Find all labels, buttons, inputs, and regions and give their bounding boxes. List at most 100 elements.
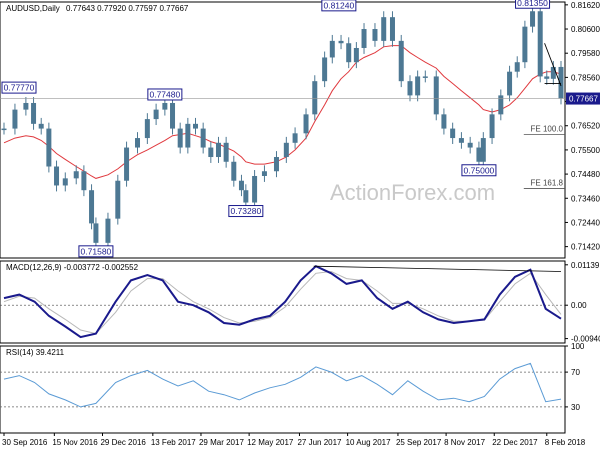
candle (558, 61, 564, 105)
candle (1, 122, 7, 135)
candle (31, 97, 37, 130)
rsi-series-line (3, 362, 562, 408)
annotation-box (515, 0, 551, 9)
y-tick-label: 0.79580 (571, 49, 600, 58)
x-tick-label: 25 Sep 2017 (396, 438, 442, 447)
candle (46, 122, 52, 173)
candle (422, 70, 428, 83)
candle (372, 23, 378, 47)
candle-body (467, 142, 473, 148)
y-tick-label: -0.009408 (571, 335, 600, 344)
price-annotation: 0.81350 (515, 0, 551, 9)
candle (346, 37, 352, 69)
annotation-label: 0.77480 (149, 89, 180, 99)
candle-body (312, 81, 318, 115)
candle (231, 155, 237, 187)
candle (223, 136, 229, 168)
x-tick-label: 29 Mar 2017 (199, 438, 244, 447)
candle-body (231, 161, 237, 181)
candle-body (261, 171, 267, 176)
annotation-label: 0.77770 (4, 83, 35, 93)
candle (361, 23, 367, 54)
candle-body (558, 66, 564, 99)
candle-body (480, 138, 486, 162)
y-tick-label: 0.76520 (571, 122, 600, 131)
candle-body (322, 57, 328, 82)
price-annotation: 0.77480 (147, 88, 183, 101)
candle-body (115, 180, 121, 219)
candle (398, 34, 404, 88)
candle-body (381, 17, 387, 41)
candle (105, 212, 111, 249)
candle-body (283, 142, 289, 158)
candle-body (81, 171, 87, 191)
candle-body (46, 128, 52, 167)
candle-body (372, 29, 378, 41)
trend-line (544, 43, 562, 87)
y-tick-label: 0.74480 (571, 170, 600, 179)
candle (273, 151, 279, 178)
candle (489, 108, 495, 144)
y-tick-label: 0.73460 (571, 194, 600, 203)
current-price-tag: 0.77667 (566, 92, 600, 105)
candle-body (273, 157, 279, 172)
candle (283, 136, 289, 163)
candle (124, 141, 130, 187)
price-tag-label: 0.77667 (569, 95, 598, 104)
candle (12, 103, 18, 135)
candle (353, 42, 359, 69)
y-tick-label: 0.80600 (571, 25, 600, 34)
price-annotation: 0.77770 (1, 81, 37, 94)
candle (303, 108, 309, 140)
price-panel: ActionForex.com FE 100.0 FE 161.8 0.77770… (0, 0, 600, 259)
candle (89, 184, 95, 230)
candle-body (398, 40, 404, 82)
macd-panel: 0.01139 0.00 -0.009408 MACD(12,26,9) -0.00… (0, 260, 600, 344)
x-tick-label: 12 May 2017 (247, 438, 294, 447)
candle (185, 117, 191, 154)
candle (450, 122, 456, 144)
y-tick-label: 70 (571, 368, 580, 377)
candle (193, 117, 199, 135)
candle-body (170, 102, 176, 129)
annotation-label: 0.81240 (323, 0, 354, 10)
candle-body (93, 223, 99, 243)
price-annotation: 0.75000 (461, 164, 497, 177)
annotation-label: 0.73280 (230, 206, 261, 216)
macd-trend-line (313, 265, 562, 272)
candle (170, 97, 176, 135)
candle-body (89, 190, 95, 224)
candle (115, 174, 121, 225)
symbol-label: AUDUSD,Daily (6, 4, 60, 13)
x-tick-label: 30 Sep 2016 (2, 438, 48, 447)
candle (467, 136, 473, 154)
candle-body (415, 76, 421, 96)
annotation-label: 0.71580 (81, 246, 112, 256)
y-tick-label: 0.72440 (571, 218, 600, 227)
candle-body (353, 47, 359, 63)
annotation-box (321, 0, 357, 12)
candle-body (361, 29, 367, 48)
candle-body (346, 43, 352, 63)
candle-body (338, 40, 344, 44)
candle-body (177, 128, 183, 148)
annotation-box (78, 245, 114, 258)
candle (73, 165, 79, 185)
candle (530, 5, 536, 33)
candle-body (422, 76, 428, 78)
x-tick-label: 8 Nov 2017 (444, 438, 485, 447)
candle (329, 34, 335, 64)
candle (135, 132, 141, 154)
candle (312, 75, 318, 121)
candle-body (441, 114, 447, 129)
x-tick-label: 27 Jun 2017 (297, 438, 342, 447)
candle-body (62, 178, 68, 186)
annotation-box (1, 81, 37, 94)
candle (54, 160, 60, 192)
macd-title: MACD(12,26,9) -0.003772 -0.002552 (6, 263, 139, 272)
y-tick-label: 0.01139 (571, 261, 600, 270)
y-tick-label: 0.00 (571, 301, 587, 310)
candle (522, 20, 528, 69)
candle (507, 65, 513, 102)
